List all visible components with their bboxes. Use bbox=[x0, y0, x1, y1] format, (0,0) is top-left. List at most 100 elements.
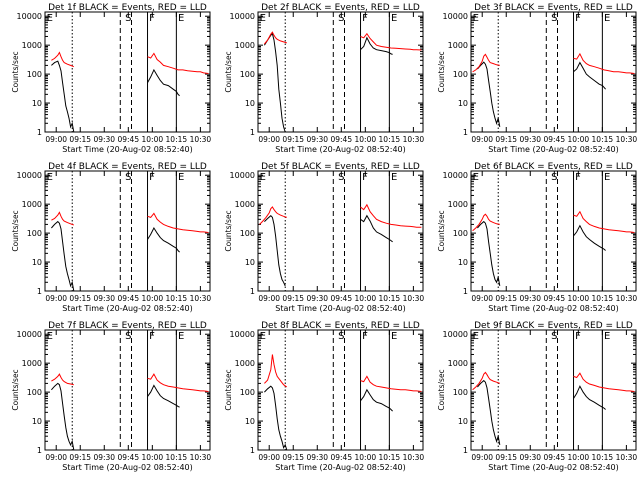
events-series-line bbox=[147, 384, 180, 408]
x-tick-label: 10:30 bbox=[190, 453, 212, 462]
detector-panel-9: Det 9f BLACK = Events, RED = LLD 1 10 100 10… bbox=[437, 321, 637, 472]
x-tick-label: 09:30 bbox=[306, 135, 328, 144]
x-tick-label: 09:45 bbox=[117, 135, 139, 144]
region-label: F bbox=[362, 331, 368, 342]
y-tick-label: 100 bbox=[27, 70, 42, 79]
region-label: S bbox=[338, 331, 344, 342]
y-tick-label: 1000 bbox=[22, 200, 42, 209]
x-tick-label: 09:45 bbox=[330, 294, 352, 303]
detector-panel-5: Det 5f BLACK = Events, RED = LLD 1 10 100 10… bbox=[224, 162, 424, 313]
y-tick-label: 100 bbox=[453, 388, 468, 397]
region-label: E bbox=[178, 13, 184, 24]
plot-frame bbox=[44, 329, 211, 451]
lld-series-line bbox=[264, 354, 288, 388]
y-tick-label: 1 bbox=[37, 128, 42, 137]
y-tick-label: 1000 bbox=[448, 359, 468, 368]
events-series-line bbox=[264, 215, 286, 287]
y-tick-label: 10000 bbox=[17, 12, 42, 21]
region-label: S bbox=[125, 13, 131, 24]
x-tick-label: 09:45 bbox=[543, 135, 565, 144]
y-tick-label: 1 bbox=[463, 287, 468, 296]
y-tick-label: 10000 bbox=[443, 330, 468, 339]
y-tick-label: 10000 bbox=[443, 12, 468, 21]
lld-series-line bbox=[51, 211, 74, 226]
chart-title: Det 7f BLACK = Events, RED = LLD bbox=[48, 321, 207, 331]
y-tick-label: 100 bbox=[27, 229, 42, 238]
x-tick-label: 10:30 bbox=[190, 135, 212, 144]
chart-title: Det 9f BLACK = Events, RED = LLD bbox=[474, 321, 633, 331]
region-label: E bbox=[47, 172, 53, 183]
plot-frame bbox=[257, 170, 424, 292]
x-tick-label: 09:45 bbox=[330, 453, 352, 462]
lld-series-line bbox=[472, 213, 500, 232]
lld-series-line bbox=[360, 203, 422, 228]
y-tick-label: 100 bbox=[240, 70, 255, 79]
x-tick-label: 09:15 bbox=[282, 453, 304, 462]
region-label: E bbox=[260, 172, 266, 183]
x-tick-label: 09:45 bbox=[543, 453, 565, 462]
x-tick-label: 09:15 bbox=[69, 135, 91, 144]
chart-title: Det 4f BLACK = Events, RED = LLD bbox=[48, 162, 207, 172]
events-series-line bbox=[360, 36, 393, 55]
x-tick-label: 09:45 bbox=[543, 294, 565, 303]
x-tick-label: 10:00 bbox=[568, 135, 590, 144]
region-label: E bbox=[604, 172, 610, 183]
region-label: F bbox=[149, 331, 155, 342]
x-tick-label: 09:00 bbox=[258, 294, 280, 303]
y-tick-label: 1 bbox=[250, 287, 255, 296]
events-series-line bbox=[573, 385, 606, 410]
chart-title: Det 2f BLACK = Events, RED = LLD bbox=[261, 3, 420, 13]
x-tick-label: 10:00 bbox=[568, 453, 590, 462]
x-tick-label: 09:30 bbox=[519, 135, 541, 144]
detector-panel-2: Det 2f BLACK = Events, RED = LLD 1 10 100 10… bbox=[224, 3, 424, 154]
x-tick-label: 09:45 bbox=[117, 453, 139, 462]
region-label: S bbox=[125, 172, 131, 183]
x-axis-label: Start Time (20-Aug-02 08:52:40) bbox=[275, 304, 406, 313]
plot-frame bbox=[470, 11, 637, 133]
y-axis-label: Counts/sec bbox=[437, 51, 446, 92]
plot-frame bbox=[44, 11, 211, 133]
x-axis-label: Start Time (20-Aug-02 08:52:40) bbox=[275, 145, 406, 154]
y-tick-label: 100 bbox=[27, 388, 42, 397]
x-tick-label: 10:00 bbox=[355, 294, 377, 303]
region-label: E bbox=[178, 172, 184, 183]
y-tick-label: 10000 bbox=[443, 171, 468, 180]
region-label: E bbox=[260, 13, 266, 24]
y-tick-label: 1 bbox=[37, 287, 42, 296]
region-label: F bbox=[575, 172, 581, 183]
region-label: E bbox=[391, 13, 397, 24]
y-axis-label: Counts/sec bbox=[437, 210, 446, 251]
y-axis-label: Counts/sec bbox=[224, 51, 233, 92]
detector-panel-3: Det 3f BLACK = Events, RED = LLD 1 10 100 10… bbox=[437, 3, 637, 154]
region-label: E bbox=[178, 331, 184, 342]
x-tick-label: 10:30 bbox=[190, 294, 212, 303]
lld-series-line bbox=[51, 51, 74, 68]
y-tick-label: 1000 bbox=[235, 41, 255, 50]
x-tick-label: 09:30 bbox=[93, 294, 115, 303]
x-tick-label: 09:00 bbox=[258, 453, 280, 462]
x-tick-label: 10:15 bbox=[166, 453, 188, 462]
x-tick-label: 10:15 bbox=[166, 135, 188, 144]
lld-series-line bbox=[51, 373, 74, 386]
y-tick-label: 100 bbox=[240, 388, 255, 397]
detector-panel-6: Det 6f BLACK = Events, RED = LLD 1 10 100 10… bbox=[437, 162, 637, 313]
lld-series-line bbox=[264, 31, 287, 45]
y-tick-label: 1 bbox=[250, 446, 255, 455]
lld-series-line bbox=[573, 210, 635, 233]
region-label: E bbox=[391, 172, 397, 183]
x-axis-label: Start Time (20-Aug-02 08:52:40) bbox=[62, 463, 193, 472]
events-series-line bbox=[573, 224, 606, 251]
y-tick-label: 10000 bbox=[17, 171, 42, 180]
x-tick-label: 09:15 bbox=[282, 294, 304, 303]
events-series-line bbox=[147, 68, 180, 97]
chart-title: Det 5f BLACK = Events, RED = LLD bbox=[261, 162, 420, 172]
x-tick-label: 09:00 bbox=[471, 453, 493, 462]
y-tick-label: 10 bbox=[245, 417, 255, 426]
plot-frame bbox=[470, 170, 637, 292]
events-series-line bbox=[477, 61, 501, 127]
region-label: S bbox=[551, 172, 557, 183]
region-label: E bbox=[47, 331, 53, 342]
x-tick-label: 10:15 bbox=[592, 294, 614, 303]
x-tick-label: 09:30 bbox=[519, 453, 541, 462]
